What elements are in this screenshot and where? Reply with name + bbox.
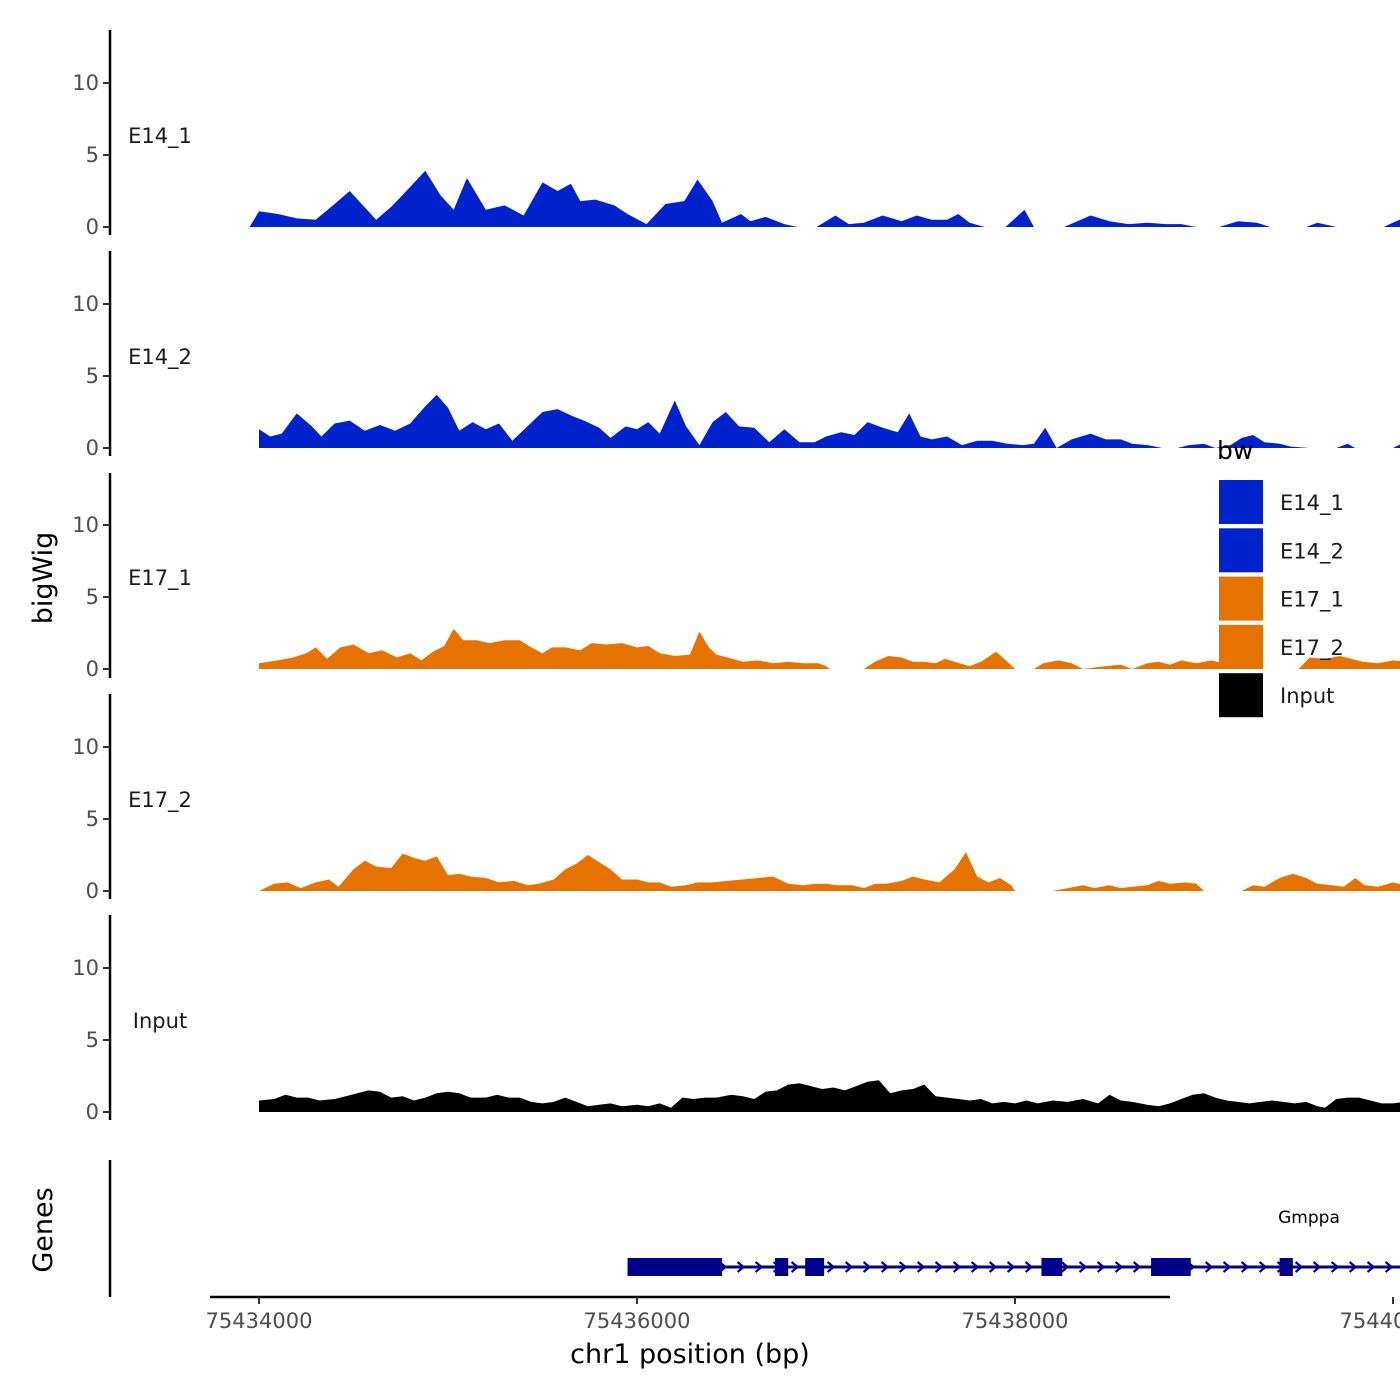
legend-swatch-input: [1219, 673, 1263, 718]
signal-tracks: 0 5 10 E14_1 0 5 10 E14_2 0 5 10 E17_1 0 5 10 E17_2 0 5 10…: [72, 30, 1400, 1124]
legend-swatch-e17-2: [1219, 624, 1263, 669]
y-tick-label: 5: [86, 364, 99, 388]
y-tick-label: 5: [86, 1028, 99, 1052]
y-axis-title: bigWig: [28, 532, 59, 625]
strand-arrow: [1240, 1261, 1250, 1273]
legend-title: bw: [1217, 436, 1253, 465]
y-tick-label: 10: [72, 956, 99, 980]
strand-arrow: [826, 1261, 836, 1273]
track-label-e17-1: E17_1: [128, 566, 192, 591]
y-tick-label: 5: [86, 143, 99, 167]
exon: [805, 1258, 825, 1276]
track-label-e14-2: E14_2: [128, 345, 192, 370]
strand-arrow: [934, 1261, 944, 1273]
legend-swatch-e14-2: [1219, 528, 1263, 573]
strand-arrow: [1312, 1261, 1322, 1273]
strand-arrow: [1330, 1261, 1340, 1273]
track-label-input: Input: [133, 1009, 187, 1033]
y-tick-label: 0: [86, 1100, 99, 1124]
y-tick-label: 10: [72, 71, 99, 95]
strand-arrow: [1006, 1261, 1016, 1273]
x-axis: 7543400075436000754380007544000075442000: [206, 1295, 1400, 1333]
y-tick-label: 10: [72, 735, 99, 759]
legend-label-e14-2: E14_2: [1280, 539, 1344, 564]
legend-label-e17-2: E17_2: [1280, 636, 1344, 661]
legend-label-input: Input: [1280, 684, 1334, 708]
strand-arrow: [1366, 1261, 1376, 1273]
y-tick-label: 0: [86, 657, 99, 681]
strand-arrow: [970, 1261, 980, 1273]
track-e17-1: 0 5 10 E17_1: [72, 473, 1400, 681]
track-label-e17-2: E17_2: [128, 788, 192, 813]
exon: [1279, 1258, 1293, 1276]
exon: [1041, 1258, 1063, 1276]
y-tick-label: 0: [86, 879, 99, 903]
track-label-e14-1: E14_1: [128, 124, 192, 149]
strand-arrow: [844, 1261, 854, 1273]
genes-axis-title: Genes: [28, 1187, 59, 1272]
y-tick-label: 5: [86, 585, 99, 609]
y-tick-label: 5: [86, 807, 99, 831]
area-e17-1: [259, 628, 1400, 669]
legend-label-e14-1: E14_1: [1280, 491, 1344, 516]
strand-arrow: [754, 1261, 764, 1273]
strand-arrow: [952, 1261, 962, 1273]
y-tick-label: 10: [72, 513, 99, 537]
strand-arrow: [1132, 1261, 1142, 1273]
strand-arrow: [1222, 1261, 1232, 1273]
track-e17-2: 0 5 10 E17_2: [72, 694, 1400, 903]
y-tick-label: 10: [72, 292, 99, 316]
legend: bw E14_1 E14_2 E17_1 E17_2 Input: [1217, 436, 1344, 718]
legend-label-e17-1: E17_1: [1280, 588, 1344, 613]
legend-swatch-e17-1: [1219, 576, 1263, 621]
strand-arrow: [1060, 1261, 1070, 1273]
strand-arrow: [1348, 1261, 1358, 1273]
area-e17-2: [259, 852, 1400, 891]
strand-arrow: [1096, 1261, 1106, 1273]
strand-arrow: [916, 1261, 926, 1273]
strand-arrow: [1384, 1261, 1394, 1273]
exon: [627, 1258, 723, 1276]
exon: [774, 1258, 789, 1276]
strand-arrow: [988, 1261, 998, 1273]
strand-arrow: [790, 1261, 800, 1273]
x-tick-label: 75436000: [584, 1309, 691, 1333]
strand-arrow: [1294, 1261, 1304, 1273]
strand-arrow: [898, 1261, 908, 1273]
x-tick-label: 75440000: [1340, 1309, 1400, 1333]
gene-name: Gmppa: [1278, 1208, 1340, 1228]
strand-arrow: [880, 1261, 890, 1273]
y-tick-label: 0: [86, 436, 99, 460]
area-input: [259, 1080, 1400, 1112]
track-e14-2: 0 5 10 E14_2: [72, 251, 1400, 460]
track-input: 0 5 10 Input: [72, 915, 1400, 1124]
strand-arrow: [1024, 1261, 1034, 1273]
y-tick-label: 0: [86, 215, 99, 239]
strand-arrow: [1258, 1261, 1268, 1273]
area-e14-2: [259, 394, 1400, 448]
strand-arrow: [1114, 1261, 1124, 1273]
track-e14-1: 0 5 10 E14_1: [72, 30, 1400, 239]
strand-arrow: [736, 1261, 746, 1273]
strand-arrow: [862, 1261, 872, 1273]
legend-swatch-e14-1: [1219, 480, 1263, 524]
strand-arrow: [1204, 1261, 1214, 1273]
strand-arrow: [1078, 1261, 1088, 1273]
x-tick-label: 75438000: [962, 1309, 1069, 1333]
x-tick-label: 75434000: [206, 1309, 313, 1333]
gene-track: Gmppa: [108, 1160, 1400, 1297]
exon: [1151, 1258, 1191, 1276]
x-axis-title: chr1 position (bp): [570, 1339, 810, 1370]
area-e14-1: [249, 170, 1400, 227]
